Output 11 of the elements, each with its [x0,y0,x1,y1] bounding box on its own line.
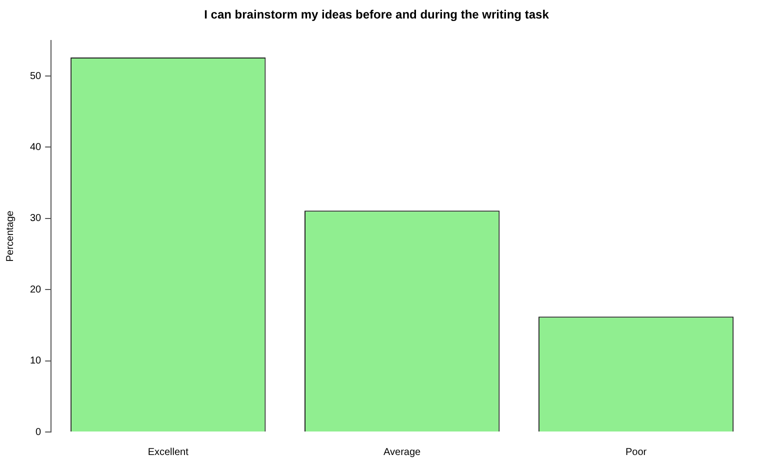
y-tick-label: 30 [30,213,42,224]
x-tick-label: Excellent [148,446,189,458]
y-tick-label: 50 [30,70,42,82]
y-tick-label: 0 [36,426,42,438]
y-tick-label: 10 [30,356,42,367]
y-tick-label: 40 [30,142,42,153]
y-axis-title: Percentage [4,210,16,262]
x-tick-label: Poor [625,446,648,458]
x-tick-label: Average [384,446,422,458]
chart-title: I can brainstorm my ideas before and during the writing task [204,8,550,22]
y-tick-label: 20 [30,284,42,296]
